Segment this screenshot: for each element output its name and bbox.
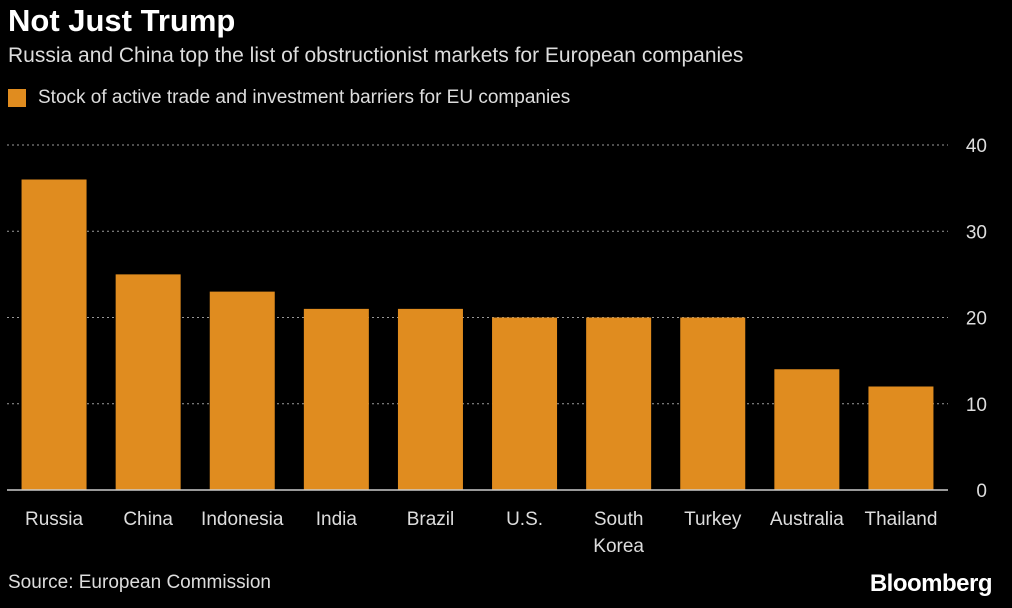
- y-tick-label: 40: [966, 136, 987, 157]
- bar: [303, 308, 369, 490]
- x-tick-label-line: Thailand: [865, 509, 938, 530]
- x-tick-label: Australia: [770, 509, 844, 530]
- x-tick-label: Turkey: [684, 509, 742, 530]
- x-tick-label: Brazil: [407, 509, 455, 530]
- bar: [868, 386, 934, 490]
- chart-title: Not Just Trump: [8, 3, 236, 38]
- x-tick-label-line: Brazil: [407, 509, 455, 530]
- legend-swatch: [8, 89, 26, 107]
- x-tick-label: U.S.: [506, 509, 543, 530]
- legend-label: Stock of active trade and investment bar…: [38, 87, 571, 108]
- bar: [774, 369, 840, 490]
- x-tick-label: Indonesia: [201, 509, 284, 530]
- bar: [397, 308, 463, 490]
- x-tick-label-line: Korea: [593, 536, 644, 557]
- bar: [492, 317, 558, 490]
- x-tick-label-line: South: [594, 509, 644, 530]
- bar: [680, 317, 746, 490]
- x-tick-label: Thailand: [865, 509, 938, 530]
- x-tick-label: China: [123, 509, 173, 530]
- x-tick-label-line: Indonesia: [201, 509, 284, 530]
- brand-logo: Bloomberg: [869, 570, 993, 597]
- y-tick-label: 10: [966, 395, 987, 416]
- legend: Stock of active trade and investment bar…: [8, 87, 570, 109]
- source-note: Source: European Commission: [8, 572, 271, 593]
- x-tick-label: Russia: [25, 509, 84, 530]
- y-tick-label: 20: [966, 309, 987, 330]
- bar: [115, 274, 181, 490]
- bar: [21, 179, 87, 490]
- x-tick-label-line: China: [123, 509, 173, 530]
- x-tick-label-line: Russia: [25, 509, 84, 530]
- bar: [586, 317, 652, 490]
- x-tick-label-line: U.S.: [506, 509, 543, 530]
- bar: [209, 291, 275, 490]
- x-tick-label: India: [316, 509, 358, 530]
- y-tick-label: 0: [976, 481, 987, 502]
- x-tick-label: South Korea: [593, 509, 644, 557]
- x-tick-label-line: Australia: [770, 509, 844, 530]
- x-tick-label-line: India: [316, 509, 358, 530]
- chart-subtitle: Russia and China top the list of obstruc…: [8, 44, 744, 67]
- y-tick-label: 30: [966, 222, 987, 243]
- x-tick-label-line: Turkey: [684, 509, 742, 530]
